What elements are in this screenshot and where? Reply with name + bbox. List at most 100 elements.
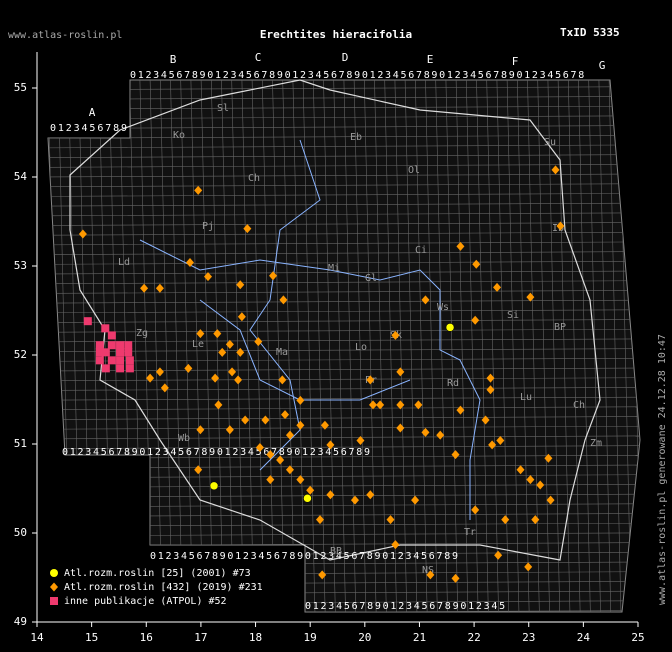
point [391,330,400,340]
region-code: Wb [178,433,190,444]
point [544,453,553,463]
point [318,570,327,580]
point [78,229,87,239]
point [451,573,460,583]
point [281,410,290,420]
grid-line [48,610,640,612]
x-tick-label: 17 [194,631,207,644]
point [124,341,133,350]
grid-line [48,164,640,168]
region-code: Zm [590,438,602,449]
region-code: Su [544,137,556,148]
point [396,367,405,377]
grid-line [435,80,448,612]
region-code: Ol [408,165,420,176]
point [155,367,164,377]
legend-label: inne publikacje (ATPOL) #52 [64,596,227,607]
point [204,272,213,282]
region-code: Ld [118,257,130,268]
grid-letter: D [342,51,349,64]
timestamp: www.atlas-roslin.pl generowane 24.12.28 … [657,334,668,605]
point [303,494,312,503]
point [211,373,220,383]
grid-line [48,416,640,420]
point [396,423,405,433]
grid-letter: G [599,59,606,72]
region-code: Le [192,339,204,350]
grid-line [48,425,640,430]
grid-line [48,435,640,440]
point [101,324,110,333]
point [254,337,263,347]
point [116,348,125,357]
point [101,348,110,357]
grid-line [425,80,438,612]
region-code: BB [330,546,342,557]
point [471,505,480,515]
point [213,329,222,339]
grid-line [384,80,397,612]
x-tick-label: 23 [522,631,535,644]
grid-line [48,377,640,382]
grid-line [48,193,640,197]
grid-line [48,251,640,255]
grid-line [48,86,640,90]
title: Erechtites hieracifolia [260,28,412,41]
grid-row: 0123456789012345678901234567890123456789… [130,70,584,81]
grid-line [190,80,204,612]
point [155,283,164,293]
point [486,373,495,383]
point [225,425,234,435]
point [196,425,205,435]
legend-label: Atl.rozm.roslin [432] (2019) #231 [64,582,263,593]
x-tick-label: 14 [30,631,44,644]
point [241,415,250,425]
txid: TxID 5335 [560,26,620,39]
point [214,400,223,410]
grid-line [180,80,193,612]
region-code: Ch [248,173,260,184]
point [421,427,430,437]
point [194,185,203,195]
point [95,356,104,365]
grid-line [404,80,418,612]
grid-line [608,80,622,612]
grid-line [48,202,640,207]
point [116,341,125,350]
point [236,347,245,357]
region-code: NS [422,565,434,576]
point [493,282,502,292]
grid-line [48,134,640,139]
grid-line [374,80,387,612]
point [101,364,110,373]
grid-line [48,96,640,100]
region-code: Tr [464,527,476,538]
point [116,364,125,373]
grid-line [48,280,640,285]
point [350,495,359,505]
grid-line [394,80,408,612]
grid-line [48,299,640,304]
legend: Atl.rozm.roslin [25] (2001) #73 Atl.rozm.… [50,568,263,607]
grid-line [200,80,214,612]
region-code: Ma [276,347,288,358]
point [276,455,285,465]
grid-line [343,80,357,612]
grid-row: 0123456789 [50,123,127,134]
point [366,375,375,385]
point [116,356,125,365]
point [366,490,375,500]
y-tick-label: 55 [14,81,27,94]
grid-line [48,154,640,158]
point [436,430,445,440]
point [285,430,294,440]
grid-line [48,115,640,120]
grid-letter: E [427,53,434,66]
point [95,341,104,350]
grid-line [414,80,428,612]
point [486,385,495,395]
x-tick-label: 20 [358,631,371,644]
grid-line [48,328,640,333]
grid-line [149,80,163,612]
